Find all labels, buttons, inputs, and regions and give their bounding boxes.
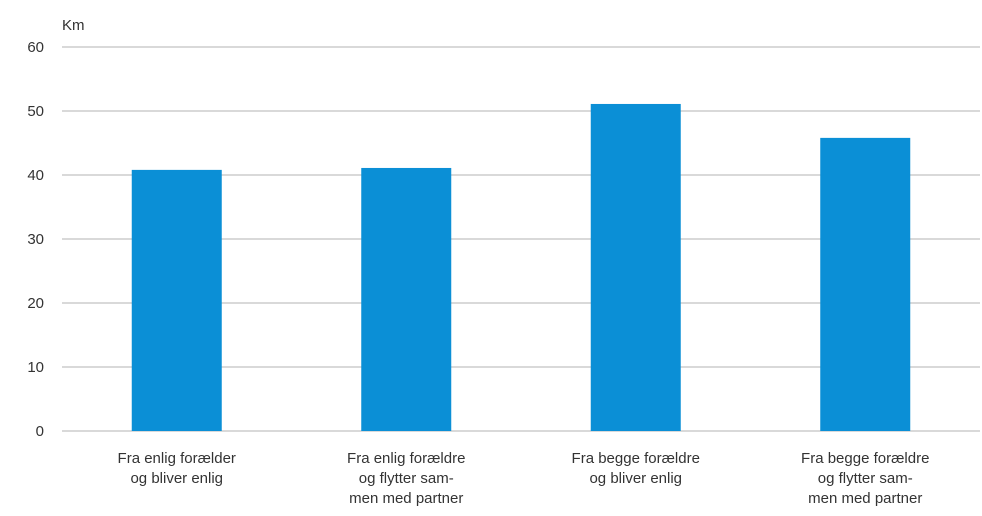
y-axis-ticks: 0 10 20 30 40 50 60: [27, 39, 44, 440]
y-axis-label: Km: [62, 17, 85, 34]
bar: [820, 137, 911, 431]
bar: [590, 103, 681, 432]
x-axis-ticks: Fra enlig forælder og bliver enlig Fra enl…: [118, 450, 930, 507]
y-tick-label: 20: [27, 295, 44, 312]
y-tick-label: 30: [27, 231, 44, 248]
x-tick-label: Fra begge forældre: [572, 450, 700, 467]
x-tick-label: men med partner: [808, 490, 922, 507]
x-tick-label: og bliver enlig: [589, 470, 682, 487]
y-tick-label: 40: [27, 167, 44, 184]
x-tick-label: men med partner: [349, 490, 463, 507]
x-tick-label: Fra enlig forældre: [347, 450, 465, 467]
x-tick-label: Fra enlig forælder: [118, 450, 236, 467]
bar: [361, 167, 452, 431]
bar: [131, 169, 222, 431]
bars: [131, 103, 911, 432]
y-tick-label: 0: [36, 423, 44, 440]
x-tick-label: og bliver enlig: [130, 470, 223, 487]
x-tick-label: Fra begge forældre: [801, 450, 929, 467]
x-tick-label: og flytter sam-: [818, 470, 913, 487]
x-tick-label: og flytter sam-: [359, 470, 454, 487]
y-tick-label: 60: [27, 39, 44, 56]
y-tick-label: 50: [27, 103, 44, 120]
y-tick-label: 10: [27, 359, 44, 376]
